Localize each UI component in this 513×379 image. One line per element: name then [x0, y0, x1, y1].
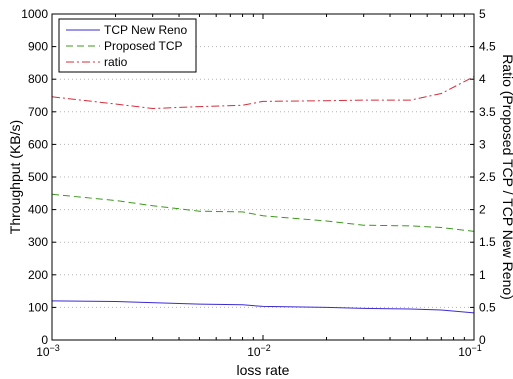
y-tick-label: 600 — [28, 137, 48, 151]
x-tick-label: 10−1 — [458, 343, 482, 359]
y-tick-label: 1000 — [21, 7, 48, 21]
y2-tick-label: 4 — [479, 72, 486, 86]
y-tick-label: 100 — [28, 300, 48, 314]
y-tick-label: 800 — [28, 72, 48, 86]
axis-titles: loss rate Throughput (KB/s) Ratio (Propo… — [7, 54, 513, 378]
legend: TCP New Reno Proposed TCP ratio — [58, 18, 197, 73]
legend-label-ratio: ratio — [104, 55, 128, 69]
legend-label-proposed-tcp: Proposed TCP — [104, 39, 183, 53]
y2-tick-label: 5 — [479, 7, 486, 21]
series-line-ratio — [51, 76, 475, 110]
y2-tick-label: 4.5 — [479, 40, 496, 54]
y-tick-label: 500 — [28, 170, 48, 184]
x-axis-title: loss rate — [237, 362, 290, 378]
y2-tick-label: 1.5 — [479, 235, 496, 249]
y2-tick-label: 1 — [479, 268, 486, 282]
series-group — [51, 76, 475, 314]
x-tick-label: 10−2 — [247, 343, 271, 359]
y-tick-label: 700 — [28, 105, 48, 119]
legend-label-tcp-new-reno: TCP New Reno — [104, 23, 187, 37]
y2-tick-label: 3.5 — [479, 105, 496, 119]
y-axis-title: Throughput (KB/s) — [7, 120, 23, 234]
y-tick-label: 400 — [28, 203, 48, 217]
series-line-proposed-tcp — [51, 193, 475, 232]
y2-tick-label: 0.5 — [479, 300, 496, 314]
y-tick-label: 900 — [28, 40, 48, 54]
y2-axis-title: Ratio (Proposed TCP / TCP New Reno) — [500, 54, 513, 300]
y2-tick-label: 2.5 — [479, 170, 496, 184]
y2-tick-label: 0 — [479, 333, 486, 347]
y-tick-label: 300 — [28, 235, 48, 249]
y2-tick-label: 2 — [479, 203, 486, 217]
y-tick-label: 0 — [41, 333, 48, 347]
series-line-tcp-new-reno — [51, 300, 475, 314]
y-tick-label: 200 — [28, 268, 48, 282]
y2-tick-label: 3 — [479, 137, 486, 151]
x-tick-label: 10−3 — [36, 343, 60, 359]
ticks-group: 0 100 200 300 400 500 600 700 800 900 1000 0 0.5 1 1.5… — [21, 7, 496, 359]
